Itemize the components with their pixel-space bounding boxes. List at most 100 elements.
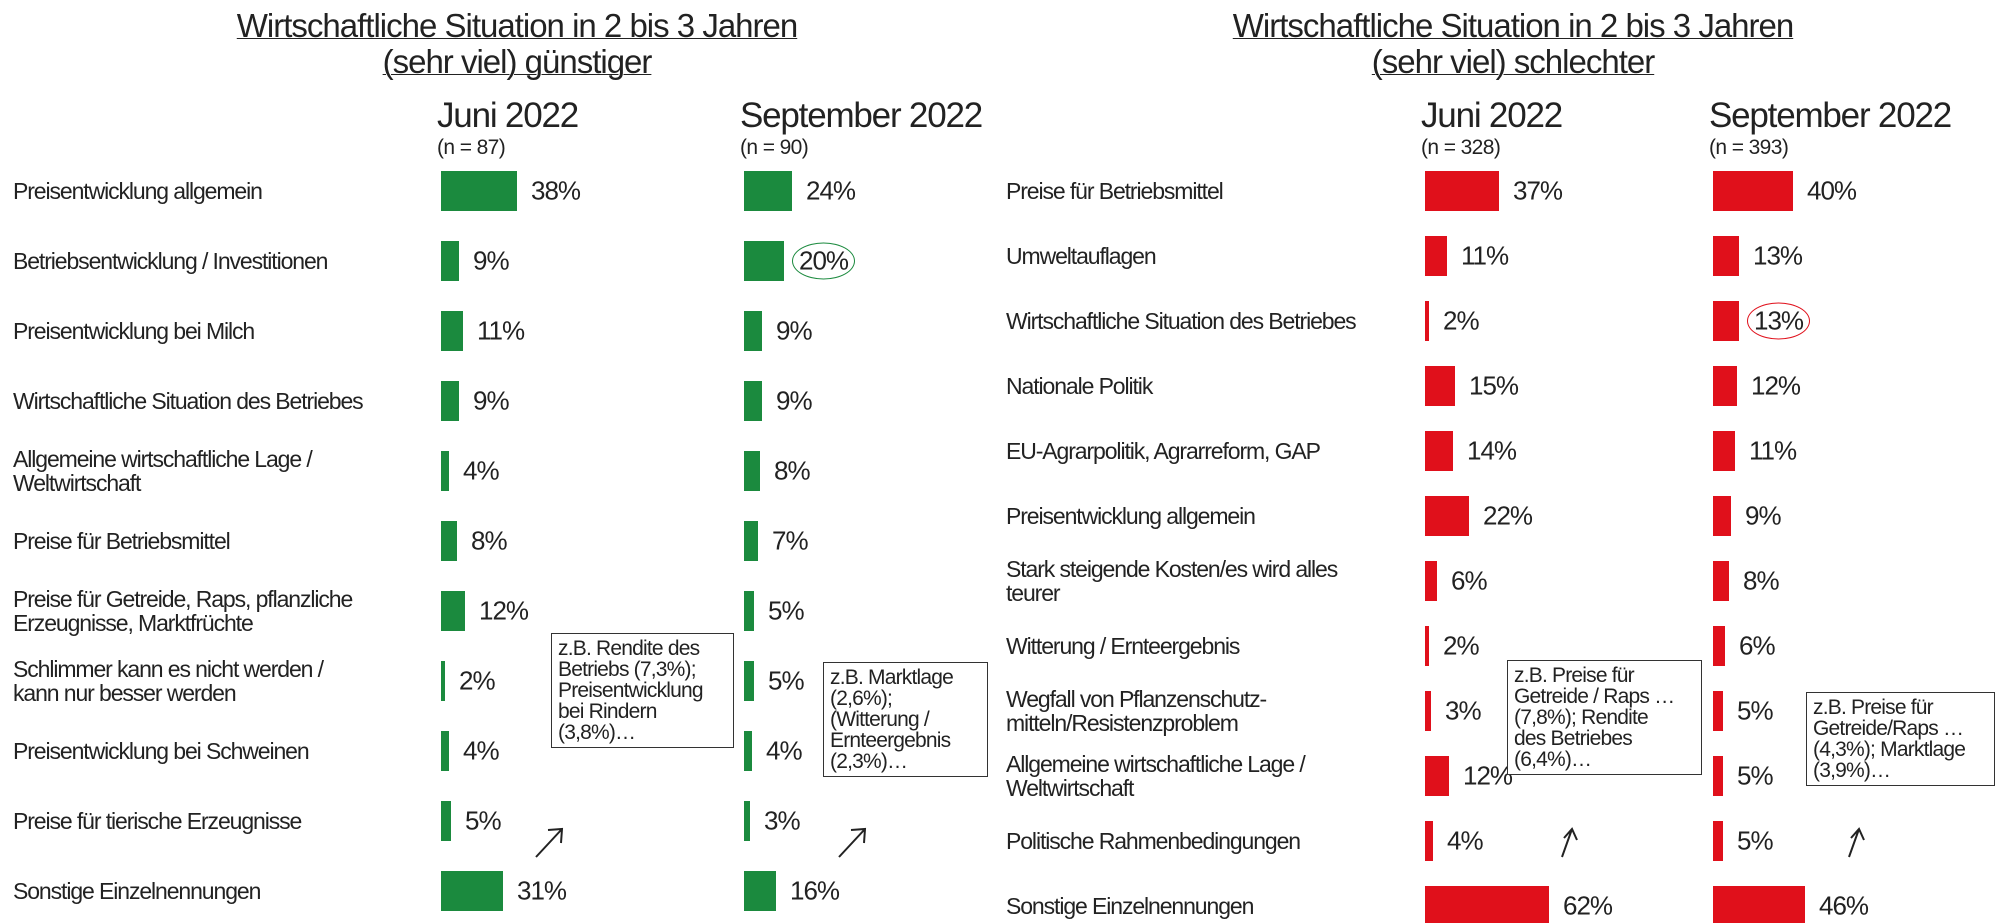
bar (744, 241, 784, 281)
category-label: Schlimmer kann es nicht werden / kann nu… (13, 656, 324, 706)
value-label: 8% (471, 525, 508, 556)
bar (1713, 821, 1723, 861)
bar (744, 381, 762, 421)
value-label: 14% (1467, 435, 1517, 466)
value-label: 2% (1443, 630, 1480, 661)
value-label: 15% (1469, 370, 1519, 401)
value-label: 12% (1751, 370, 1801, 401)
category-label: Stark steigende Kosten/es wird alles teu… (1006, 556, 1338, 606)
arrow (535, 827, 564, 858)
bar (1713, 496, 1731, 536)
series-name: Juni 2022 (1421, 96, 1563, 135)
bar (441, 381, 459, 421)
bar (1713, 366, 1737, 406)
bar (441, 661, 445, 701)
annotation: z.B. Rendite des Betriebs (7,3%); Preise… (551, 633, 734, 748)
value-label: 9% (1745, 500, 1782, 531)
value-label: 6% (1451, 565, 1488, 596)
bar (1425, 561, 1437, 601)
category-label: Sonstige Einzelnennungen (13, 878, 261, 904)
bar (1425, 691, 1431, 731)
value-label: 3% (764, 805, 801, 836)
bar (744, 801, 750, 841)
annotation: z.B. Preise für Getreide / Raps … (7,8%)… (1507, 660, 1702, 775)
value-label: 5% (768, 595, 805, 626)
sample-size: (n = 87) (437, 136, 506, 159)
series-name: Juni 2022 (437, 96, 579, 135)
value-label: 9% (473, 385, 510, 416)
bar (1425, 366, 1455, 406)
arrow (1561, 827, 1578, 858)
bar (441, 731, 449, 771)
value-label: 62% (1563, 890, 1613, 921)
value-label: 8% (774, 455, 811, 486)
bar (1713, 691, 1723, 731)
value-label: 16% (790, 875, 840, 906)
value-label: 13% (1747, 302, 1811, 340)
value-label: 11% (1461, 240, 1509, 271)
bar (1713, 236, 1739, 276)
value-label: 3% (1445, 695, 1482, 726)
category-label: Preise für Betriebsmittel (13, 528, 231, 554)
bar (1425, 821, 1433, 861)
annotation: z.B. Preise für Getreide/Raps … (4,3%); … (1806, 692, 1995, 786)
value-label: 8% (1743, 565, 1780, 596)
value-label: 37% (1513, 175, 1563, 206)
bar (1425, 886, 1549, 923)
value-label: 5% (1737, 695, 1774, 726)
value-label: 5% (1737, 760, 1774, 791)
category-label: Sonstige Einzelnennungen (1006, 893, 1254, 919)
bar (441, 801, 451, 841)
bar (1713, 301, 1739, 341)
chart-title: Wirtschaftliche Situation in 2 bis 3 Jah… (236, 7, 798, 44)
bar (1713, 886, 1805, 923)
value-label: 20% (792, 242, 856, 280)
bar (744, 311, 762, 351)
value-label: 7% (772, 525, 809, 556)
bar (744, 451, 760, 491)
chart-subtitle: (sehr viel) günstiger (382, 43, 653, 80)
bar (1425, 496, 1469, 536)
bar (1713, 756, 1723, 796)
category-label: Nationale Politik (1006, 373, 1153, 399)
category-label: Preisentwicklung bei Schweinen (13, 738, 310, 764)
value-label: 6% (1739, 630, 1776, 661)
value-label: 4% (463, 735, 500, 766)
value-label: 5% (1737, 825, 1774, 856)
bar (441, 451, 449, 491)
bar (1713, 561, 1729, 601)
category-label: Umweltauflagen (1006, 243, 1157, 269)
category-label: Wegfall von Pflanzenschutz- mitteln/Resi… (1006, 686, 1267, 736)
series-name: September 2022 (1709, 96, 1952, 135)
bar (1425, 756, 1449, 796)
bar (1713, 626, 1725, 666)
value-label: 9% (776, 315, 813, 346)
category-label: Wirtschaftliche Situation des Betriebes (13, 388, 364, 414)
category-label: Witterung / Ernteergebnis (1006, 633, 1240, 659)
arrow (838, 827, 867, 858)
category-label: Allgemeine wirtschaftliche Lage / Weltwi… (13, 446, 313, 496)
bar (744, 871, 776, 911)
value-label: 22% (1483, 500, 1533, 531)
value-label: 11% (1749, 435, 1797, 466)
category-label: Preise für Betriebsmittel (1006, 178, 1224, 204)
value-label: 24% (806, 175, 856, 206)
arrow (1848, 827, 1865, 858)
value-label: 46% (1819, 890, 1869, 921)
category-label: Politische Rahmenbedingungen (1006, 828, 1301, 854)
value-label: 5% (465, 805, 502, 836)
bar (744, 731, 752, 771)
bar (744, 171, 792, 211)
category-label: Preise für Getreide, Raps, pflanzliche E… (13, 586, 353, 636)
value-label: 40% (1807, 175, 1857, 206)
bar (441, 591, 465, 631)
bar (1425, 171, 1499, 211)
value-label: 38% (531, 175, 581, 206)
value-label: 2% (459, 665, 496, 696)
value-label: 4% (766, 735, 803, 766)
bar (1425, 236, 1447, 276)
bar (1425, 301, 1429, 341)
value-label: 9% (776, 385, 813, 416)
